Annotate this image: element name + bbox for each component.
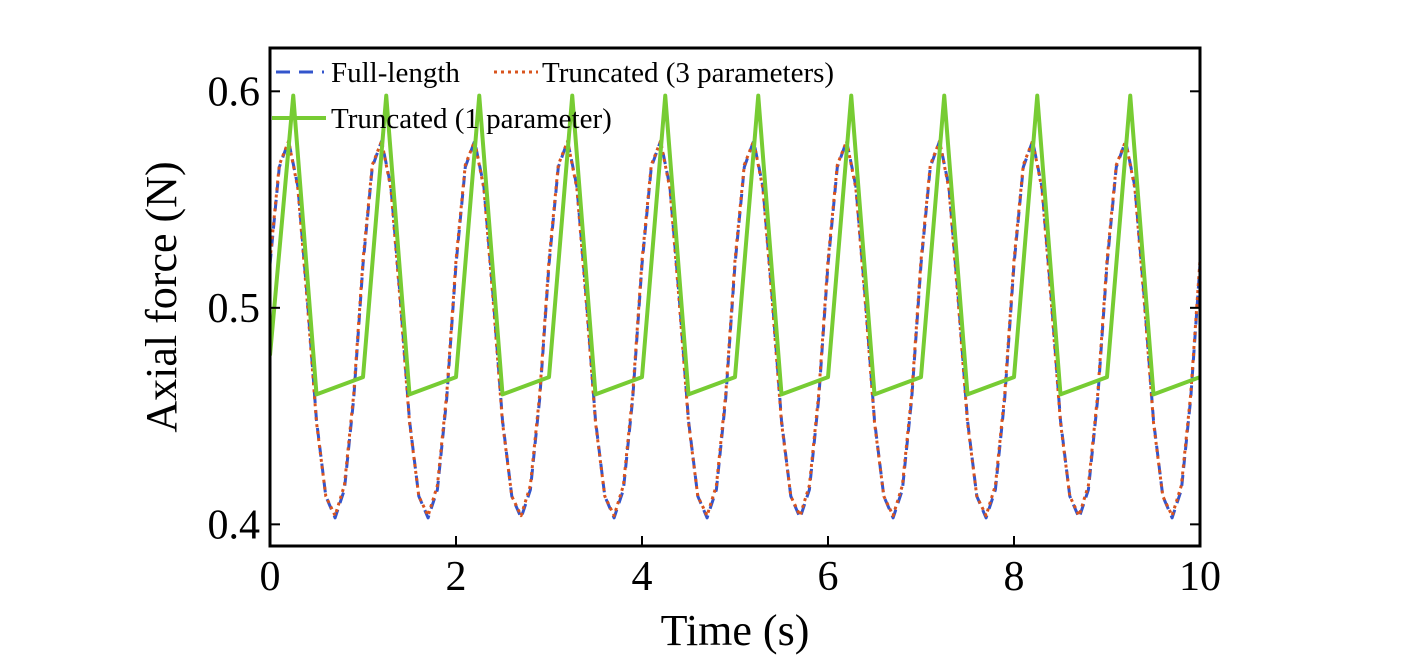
- series-line-truncated-1-parameter: [270, 93, 1200, 397]
- x-tick-label: 8: [1004, 554, 1025, 600]
- x-tick-label: 6: [818, 554, 839, 600]
- y-tick-label: 0.4: [208, 502, 261, 548]
- y-tick-label: 0.5: [208, 286, 261, 332]
- legend-label-full-length: Full-length: [331, 57, 460, 89]
- y-axis-title: Axial force (N): [137, 161, 186, 432]
- legend-label-truncated-1-parameter: Truncated (1 parameter): [331, 103, 612, 135]
- plot-area: [270, 48, 1200, 546]
- x-tick-label: 4: [632, 554, 653, 600]
- x-tick-label: 2: [446, 554, 467, 600]
- y-tick-label: 0.6: [208, 69, 261, 115]
- x-tick-label: 10: [1179, 554, 1221, 600]
- x-axis-title: Time (s): [661, 606, 810, 655]
- x-tick-label: 0: [260, 554, 281, 600]
- plot-frame: [268, 46, 1202, 548]
- legend-label-truncated-3-parameters: Truncated (3 parameters): [542, 57, 834, 89]
- series-line-truncated-3-parameters: [270, 139, 1200, 518]
- legend: Full-length Truncated (3 parameters) Tru…: [272, 57, 834, 135]
